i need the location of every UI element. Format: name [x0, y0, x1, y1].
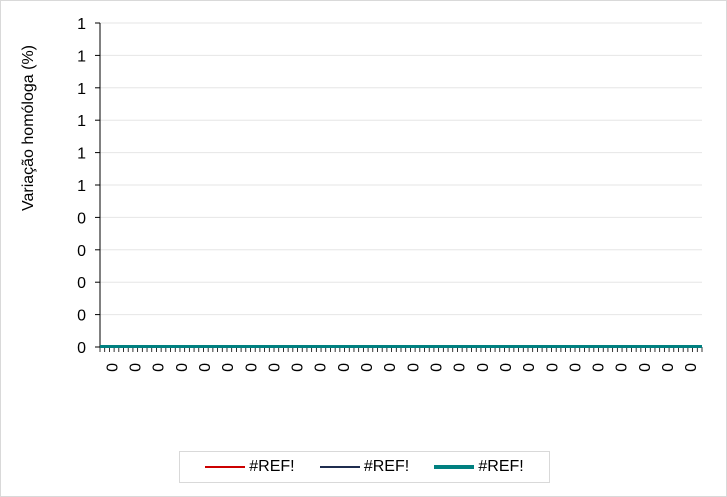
x-tick-label: 0 — [241, 363, 258, 372]
y-tick-label: 1 — [77, 113, 86, 130]
x-tick-label: 0 — [334, 363, 351, 372]
x-tick-label: 0 — [380, 363, 397, 372]
x-tick-label: 0 — [496, 363, 513, 372]
y-tick-label: 0 — [77, 243, 86, 260]
y-axis-tick-labels: 0 0 0 0 0 1 1 1 1 1 1 — [77, 16, 100, 357]
x-tick-label: 0 — [311, 363, 328, 372]
x-tick-label: 0 — [473, 363, 490, 372]
x-tick-label: 0 — [658, 363, 675, 372]
x-tick-label: 0 — [519, 363, 536, 372]
x-tick-label: 0 — [612, 363, 629, 372]
x-tick-label: 0 — [264, 363, 281, 372]
x-tick-label: 0 — [589, 363, 606, 372]
legend-swatch-series-1 — [205, 466, 246, 468]
y-tick-label: 0 — [77, 275, 86, 292]
x-tick-label: 0 — [357, 363, 374, 372]
legend-item-series-2: #REF! — [319, 458, 410, 476]
x-tick-label: 0 — [542, 363, 559, 372]
x-tick-label: 0 — [218, 363, 235, 372]
y-tick-label: 0 — [77, 210, 86, 227]
y-axis-title: Variação homóloga (%) — [20, 45, 37, 211]
legend-label-series-1: #REF! — [249, 458, 295, 475]
legend-item-series-1: #REF! — [205, 458, 295, 476]
x-tick-label: 0 — [172, 363, 189, 372]
x-tick-label: 0 — [681, 363, 698, 372]
x-tick-label: 0 — [450, 363, 467, 372]
x-tick-label: 0 — [565, 363, 582, 372]
y-tick-label: 1 — [77, 146, 86, 163]
gridlines — [100, 22, 702, 316]
x-tick-label: 0 — [403, 363, 420, 372]
y-tick-label: 1 — [77, 16, 86, 33]
x-tick-label: 0 — [149, 363, 166, 372]
x-tick-label: 0 — [125, 363, 142, 372]
y-tick-label: 1 — [77, 178, 86, 195]
legend-swatch-series-2 — [319, 466, 360, 468]
legend-item-series-3: #REF! — [434, 458, 524, 476]
y-tick-label: 0 — [77, 308, 86, 325]
x-tick-label: 0 — [195, 363, 212, 372]
y-tick-label: 1 — [77, 81, 86, 98]
x-tick-label: 0 — [635, 363, 652, 372]
legend: #REF! #REF! #REF! — [179, 451, 550, 483]
y-tick-label: 1 — [77, 48, 86, 65]
legend-label-series-3: #REF! — [478, 458, 524, 475]
x-tick-label: 0 — [426, 363, 443, 372]
x-tick-label: 0 — [288, 363, 305, 372]
legend-swatch-series-3 — [434, 465, 475, 469]
x-tick-label: 0 — [102, 363, 119, 372]
legend-label-series-2: #REF! — [363, 458, 410, 475]
y-tick-label: 0 — [77, 340, 86, 357]
